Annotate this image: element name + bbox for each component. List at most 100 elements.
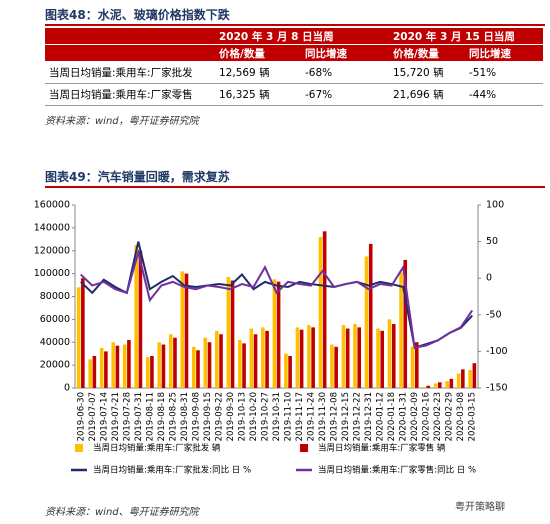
x-tick-label: 2019-11-24 <box>307 392 317 441</box>
bar <box>272 279 277 388</box>
bar <box>261 327 265 388</box>
y2-tick-label: 50 <box>486 236 498 247</box>
bar <box>115 345 120 388</box>
header: 2020 年 3 月 15 日当周 <box>389 28 543 45</box>
bar <box>357 327 361 388</box>
bar <box>253 334 258 388</box>
x-tick-label: 2020-02-23 <box>433 392 443 441</box>
bar <box>318 237 323 388</box>
subheader: 同比增速 <box>465 44 543 62</box>
y-tick-label: 160000 <box>34 200 70 211</box>
bar <box>376 328 380 388</box>
y-tick-label: 60000 <box>40 314 70 325</box>
cell: 当周日均销量:乘用车:厂家批发 <box>45 61 215 84</box>
cell: -51% <box>465 61 543 84</box>
bar <box>387 319 392 388</box>
y-tick-label: 120000 <box>34 245 70 256</box>
bar <box>284 353 288 388</box>
bar <box>184 273 189 388</box>
bar <box>461 369 465 388</box>
bar <box>192 346 196 388</box>
x-tick-label: 2019-09-30 <box>226 392 236 441</box>
legend-label: 当周日均销量:乘用车:厂家零售 辆 <box>318 443 446 454</box>
bar <box>207 342 212 388</box>
bar <box>380 330 385 388</box>
x-tick-label: 2019-10-31 <box>272 392 282 441</box>
bar <box>276 281 281 388</box>
bar <box>122 344 127 388</box>
legend-swatch <box>75 444 83 452</box>
x-tick-label: 2019-08-11 <box>145 392 155 441</box>
header: 2020 年 3 月 8 日当周 <box>215 28 389 45</box>
x-tick-label: 2019-11-17 <box>295 392 305 441</box>
watermark: 粤开策略聊 <box>455 502 505 513</box>
bar <box>456 373 461 388</box>
x-tick-label: 2020-01-18 <box>387 392 397 441</box>
bar <box>92 355 97 388</box>
bar <box>410 346 415 388</box>
x-tick-label: 2019-07-28 <box>122 392 132 441</box>
bar <box>445 381 449 388</box>
line <box>80 241 473 350</box>
x-tick-label: 2020-02-16 <box>422 392 432 441</box>
x-tick-label: 2019-06-30 <box>76 392 86 441</box>
x-tick-label: 2020-02-09 <box>410 392 420 441</box>
bar <box>111 342 115 388</box>
cell: 21,696 辆 <box>389 83 465 106</box>
source: 资料来源：wind，粤开证券研究院 <box>45 116 199 127</box>
x-tick-label: 2019-08-25 <box>168 392 178 441</box>
bar <box>288 355 292 388</box>
bar <box>438 382 442 388</box>
bar <box>173 337 177 388</box>
bar <box>127 339 131 388</box>
y2-tick-label: -50 <box>486 309 502 320</box>
bar <box>138 250 143 388</box>
bar <box>99 347 104 388</box>
bar <box>364 256 369 388</box>
x-tick-label: 2020-03-08 <box>456 392 466 441</box>
bar <box>334 346 338 388</box>
cell: -44% <box>465 83 543 106</box>
x-tick-label: 2020-03-15 <box>468 392 478 441</box>
bar <box>215 330 219 388</box>
bar <box>449 378 454 388</box>
bar <box>242 343 246 388</box>
line <box>80 248 474 349</box>
table: 2020 年 3 月 8 日当周 2020 年 3 月 15 日当周 价格/数量同… <box>45 28 543 106</box>
bar <box>399 272 403 388</box>
bar <box>322 231 327 388</box>
x-tick-label: 2019-09-22 <box>214 392 224 441</box>
bar <box>226 277 231 388</box>
x-tick-label: 2019-10-20 <box>249 392 259 441</box>
chart-title: 图表49：汽车销量回暖，需求复苏 <box>45 170 230 184</box>
y2-tick-label: -100 <box>486 346 508 357</box>
y-tick-label: 100000 <box>34 268 70 279</box>
x-tick-label: 2019-07-07 <box>88 392 98 441</box>
x-tick-label: 2019-07-21 <box>111 392 121 441</box>
bar <box>414 342 419 388</box>
x-tick-label: 2020-01-12 <box>376 392 386 441</box>
cell: -68% <box>301 61 389 84</box>
bar <box>307 325 311 388</box>
rule <box>45 186 545 188</box>
x-tick-label: 2020-01-31 <box>399 392 409 441</box>
legend-label: 当周日均销量:乘用车:厂家批发:同比 日 % <box>93 465 251 476</box>
bar <box>180 271 185 388</box>
x-tick-label: 2019-09-08 <box>191 392 201 441</box>
bar <box>311 327 315 388</box>
bar <box>81 278 85 388</box>
legend-label: 当周日均销量:乘用车:厂家零售:同比 日 % <box>318 465 476 476</box>
y2-tick-label: 100 <box>486 200 504 211</box>
bar <box>249 328 254 388</box>
x-tick-label: 2019-10-13 <box>237 392 247 441</box>
source: 资料来源：wind、粤开证券研究院 <box>45 507 199 518</box>
cell: 16,325 辆 <box>215 83 301 106</box>
bar <box>330 344 334 388</box>
bar <box>161 344 166 388</box>
bar <box>422 386 426 388</box>
bar <box>472 363 477 388</box>
rule <box>45 24 545 26</box>
bar <box>104 351 108 388</box>
bar <box>299 329 304 388</box>
